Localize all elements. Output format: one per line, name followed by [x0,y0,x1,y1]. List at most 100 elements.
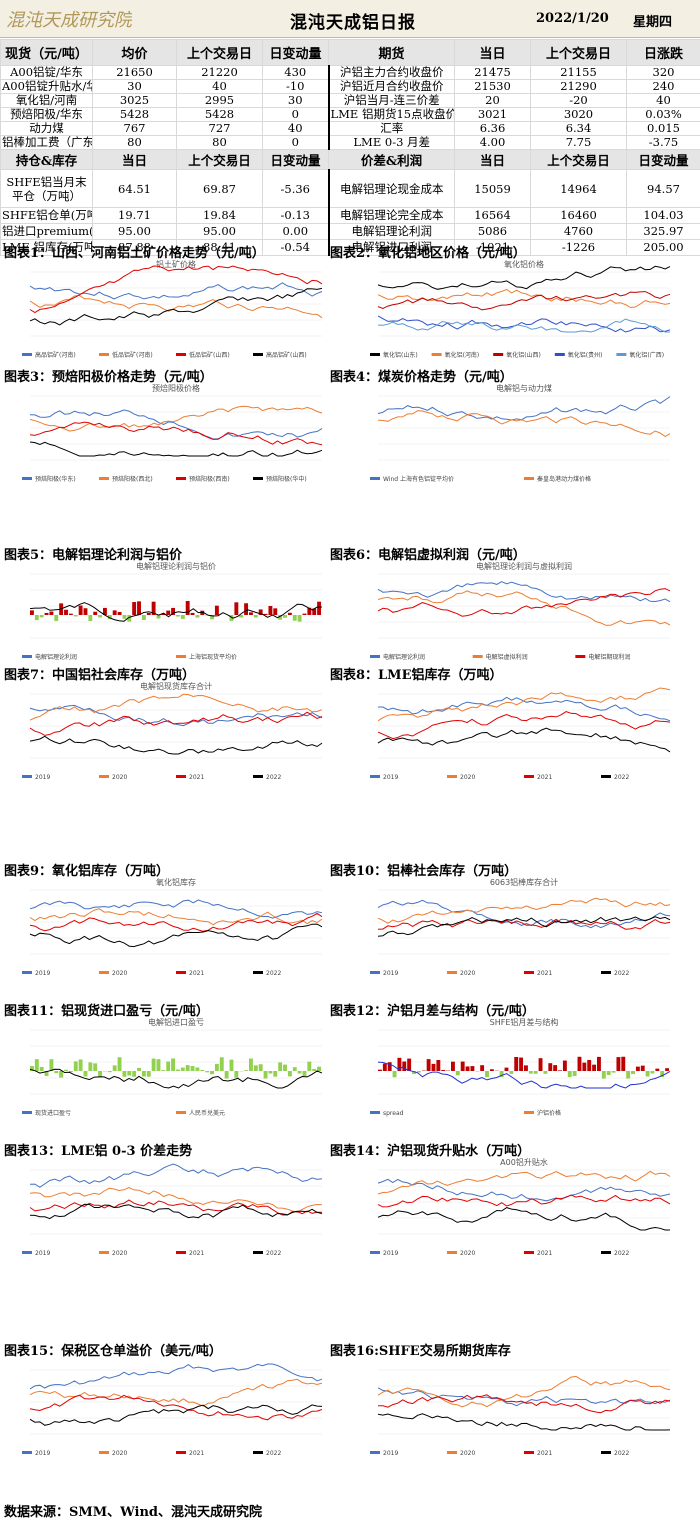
table-cell: 0 [262,135,330,150]
table-cell: 电解铝进口利润 [328,239,455,256]
col-header: 价差&利润 [328,149,455,170]
chart-title: 图表2：氧化铝地区价格（元/吨） [330,246,526,261]
legend-entry: 秦皇岛港动力煤价格 [537,475,591,483]
chart-title: 图表15：保税区仓单溢价（美元/吨） [4,1344,222,1359]
legend-entry: 2020 [112,1250,127,1257]
chart-image: 2019 2020 2021 2022 [2,1356,350,1460]
table-cell: -3.75 [626,135,700,150]
legend-entry: 2020 [460,970,475,977]
legend-entry: 2019 [383,970,398,977]
table-cell: 21290 [530,79,627,94]
legend-entry: 2019 [35,774,50,781]
legend-entry: 现货进口盈亏 [35,1109,71,1117]
chart-image: 2019 2020 2021 2022 [2,1156,350,1260]
table-cell: 电解铝理论完全成本 [328,207,455,224]
chart-image: 铝土矿价格 高品铝矿(河南) 低品铝矿(河南) 低品铝矿(山西) 高品铝矿(山西) [2,258,350,362]
chart-image: 电解铝进口盈亏 现货进口盈亏 人民币兑美元 [2,1016,350,1120]
table-cell: -0.13 [262,207,330,224]
table-row: 动力煤 767 727 40 汇率 6.36 6.34 0.015 [0,121,700,136]
table-cell: -10 [262,79,330,94]
table-cell: 80 [176,135,263,150]
table-cell: 30 [92,79,177,94]
legend-entry: 2022 [266,774,281,781]
table-row: SHFE铝当月末平仓（万吨） 64.51 69.87 -5.36 电解铝理论现金成本 15… [0,169,700,208]
chart-title: 图表16:SHFE交易所期货库存 [330,1344,511,1359]
chart-title: 图表3：预焙阳极价格走势（元/吨） [4,370,213,385]
table-cell: 95.00 [176,223,263,240]
legend-entry: 2021 [189,1250,204,1257]
col-header: 当日 [92,149,177,170]
legend-entry: 2022 [266,970,281,977]
table-cell: 5086 [454,223,531,240]
legend-entry: 沪铝价格 [537,1109,561,1117]
legend-entry: 2019 [35,1250,50,1257]
table-cell: 80 [92,135,177,150]
price-table: 现货（元/吨） 均价 上个交易日 日变动量 期货 当日 上个交易日 日涨跌 A0… [0,39,700,256]
legend-entry: 预焙阳极(华中) [266,475,307,483]
legend-entry: 2020 [460,1450,475,1457]
table-cell: 20 [454,93,531,108]
legend-entry: 2022 [614,970,629,977]
legend-entry: Wind 上海有色铝锭平均价 [383,475,454,483]
chart-title: 图表9：氧化铝库存（万吨） [4,864,170,879]
col-header: 日变动量 [262,39,329,66]
legend-entry: 2021 [189,774,204,781]
legend-entry: 2021 [189,970,204,977]
table-row: LME 铝库存(万吨) 87.88 88.41 -0.54 电解铝进口利润 -1021 -1… [0,239,700,256]
table-cell: 0.03% [626,107,700,122]
table-cell: 0.00 [262,223,330,240]
table-cell: SHFE铝当月末平仓（万吨） [0,169,93,208]
legend-entry: 电解铝期现利润 [588,653,630,661]
chart-image: 氧化铝价格 氧化铝(山东) 氧化铝(河南) 氧化铝(山西) 氧化铝(贵州) 氧化铝(广西) [350,258,698,362]
table-cell: 87.88 [92,239,177,256]
table-cell: 铝棒加工费（广东） [0,135,93,150]
chart-title: 图表12：沪铝月差与结构（元/吨） [330,1004,535,1019]
table-row: 预焙阳极/华东 5428 5428 0 LME 铝期货15点收盘价 3021 3020 0.0… [0,107,700,122]
table-cell: 94.57 [626,169,700,208]
chart-inner-title: 电解铝现货库存合计 [140,681,212,691]
legend-entry: 2022 [614,774,629,781]
chart-inner-title: SHFE铝月差与结构 [490,1017,559,1027]
legend-entry: 2021 [537,774,552,781]
table-cell: 16460 [530,207,627,224]
table-cell: 0 [262,107,330,122]
legend-entry: 高品铝矿(河南) [35,351,76,359]
legend-entry: 氧化铝(贵州) [568,351,603,359]
legend-entry: 电解铝虚拟利润 [486,653,528,661]
table-cell: 沪铝近月合约收盘价 [328,79,455,94]
chart-image: 2019 2020 2021 2022 [350,1356,698,1460]
col-header: 当日 [454,39,531,66]
chart-inner-title: A00铝升贴水 [500,1157,548,1167]
table-cell: 64.51 [92,169,177,208]
chart-inner-title: 铝土矿价格 [156,259,196,269]
legend-entry: 2021 [189,1450,204,1457]
legend-entry: 2021 [537,970,552,977]
table-cell: 19.84 [176,207,263,224]
col-header: 上个交易日 [530,39,627,66]
col-header: 日变动量 [262,149,329,170]
table-row: 氧化铝/河南 3025 2995 30 沪铝当月-连三价差 20 -20 40 [0,93,700,108]
table-cell: 95.00 [92,223,177,240]
table-row: 铝进口premium($/T)95.0095.000.00电解铝理论利润5086… [0,223,700,240]
table-cell: 铝进口premium($/T) [0,223,93,240]
legend-entry: 2020 [112,774,127,781]
chart-image: A00铝升贴水 2019 2020 2021 2022 [350,1156,698,1260]
legend-entry: 氧化铝(河南) [445,351,480,359]
chart-image: 6063铝棒库存合计 2019 2020 2021 2022 [350,876,698,980]
table-cell: 240 [626,79,700,94]
legend-entry: 预焙阳极(西南) [189,475,230,483]
table-cell: LME 0-3 月差 [328,135,455,150]
table-cell: 727 [176,121,263,136]
legend-entry: 2020 [460,1250,475,1257]
report-title: 混沌天成铝日报 [290,13,416,33]
legend-entry: 2020 [460,774,475,781]
table-cell: 0.015 [626,121,700,136]
table-cell: LME 铝库存(万吨) [0,239,93,256]
chart-inner-title: 电解铝理论利润与虚拟利润 [476,561,572,571]
table-header-row: 现货（元/吨） 均价 上个交易日 日变动量 期货 当日 上个交易日 日涨跌 [0,39,700,66]
table-cell: -0.54 [262,239,330,256]
chart-inner-title: 6063铝棒库存合计 [490,877,558,887]
table-cell: 205.00 [626,239,700,256]
chart-inner-title: 电解铝与动力煤 [496,383,552,393]
table-cell: 69.87 [176,169,263,208]
